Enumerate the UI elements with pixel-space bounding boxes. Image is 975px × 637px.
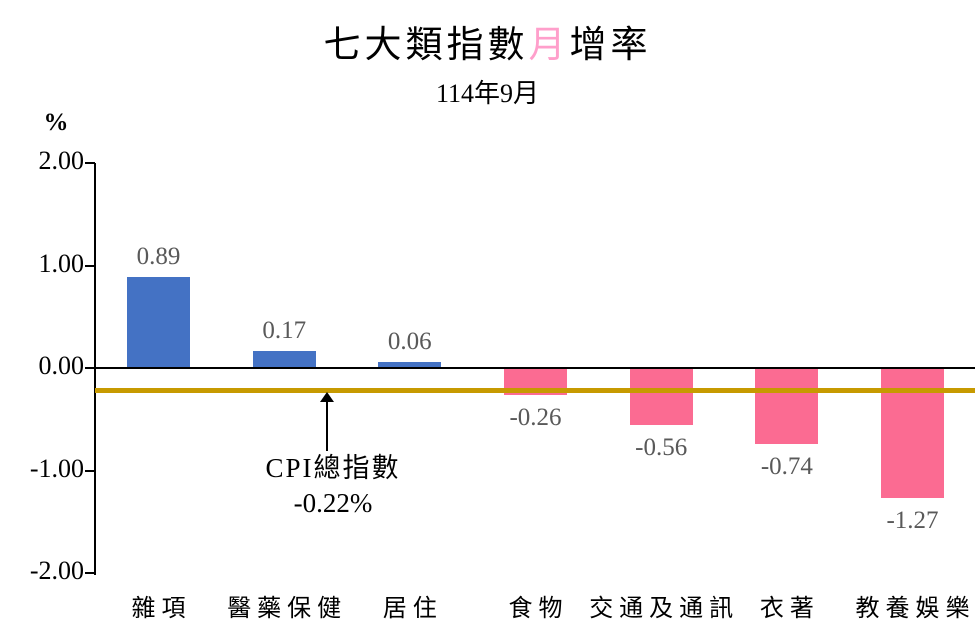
- y-tick-label: 2.00: [38, 146, 85, 175]
- chart-title: 七大類指數月增率: [0, 14, 975, 68]
- category-label: 居住: [382, 596, 443, 622]
- chart-subtitle: 114年9月: [435, 79, 540, 108]
- category-label: 食物: [508, 596, 569, 622]
- annotation-arrow-head-icon: [320, 392, 334, 402]
- bar-value-label: -0.74: [760, 452, 813, 480]
- bar-value-label: 0.06: [387, 327, 432, 355]
- title-prefix: 七大類指數: [323, 25, 529, 66]
- bar-value-label: 0.89: [136, 242, 181, 270]
- zero-axis-line: [95, 367, 975, 369]
- cpi-reference-line: [95, 388, 975, 394]
- y-tick-mark: [85, 162, 95, 164]
- category-label: 雜項: [131, 596, 192, 622]
- y-tick-mark: [85, 572, 95, 574]
- category-label: 交通及通訊: [589, 596, 740, 622]
- y-tick-mark: [85, 367, 95, 369]
- y-tick-label: -1.00: [29, 453, 84, 483]
- bar-value-label: -0.26: [509, 403, 562, 431]
- annotation-arrow-line: [326, 400, 328, 451]
- bar-value-label: -0.56: [635, 434, 688, 462]
- category-label: 醫藥保健: [227, 596, 348, 622]
- bar-value-label: 0.17: [262, 316, 307, 344]
- cpi-annotation-value: -0.22%: [293, 487, 373, 518]
- title-highlight: 月: [528, 25, 570, 66]
- y-axis-line: [94, 163, 96, 575]
- category-label: 教養娛樂: [855, 596, 975, 622]
- category-label: 衣著: [759, 596, 820, 622]
- y-tick-mark: [85, 264, 95, 267]
- y-tick-label: -2.00: [29, 556, 84, 585]
- y-tick-label: 1.00: [38, 248, 85, 278]
- bar: [252, 350, 316, 368]
- bar: [755, 368, 819, 444]
- bar: [629, 368, 693, 426]
- cpi-annotation-label: CPI總指數: [265, 453, 401, 483]
- y-axis-unit-label: %: [43, 109, 69, 136]
- y-tick-label: 0.00: [38, 351, 85, 380]
- title-suffix: 增率: [569, 25, 652, 66]
- cpi-annotation: CPI總指數 -0.22%: [233, 451, 433, 520]
- bar-value-label: -1.27: [886, 507, 939, 535]
- bar: [378, 361, 442, 368]
- y-tick-mark: [85, 469, 95, 472]
- bar: [127, 276, 190, 368]
